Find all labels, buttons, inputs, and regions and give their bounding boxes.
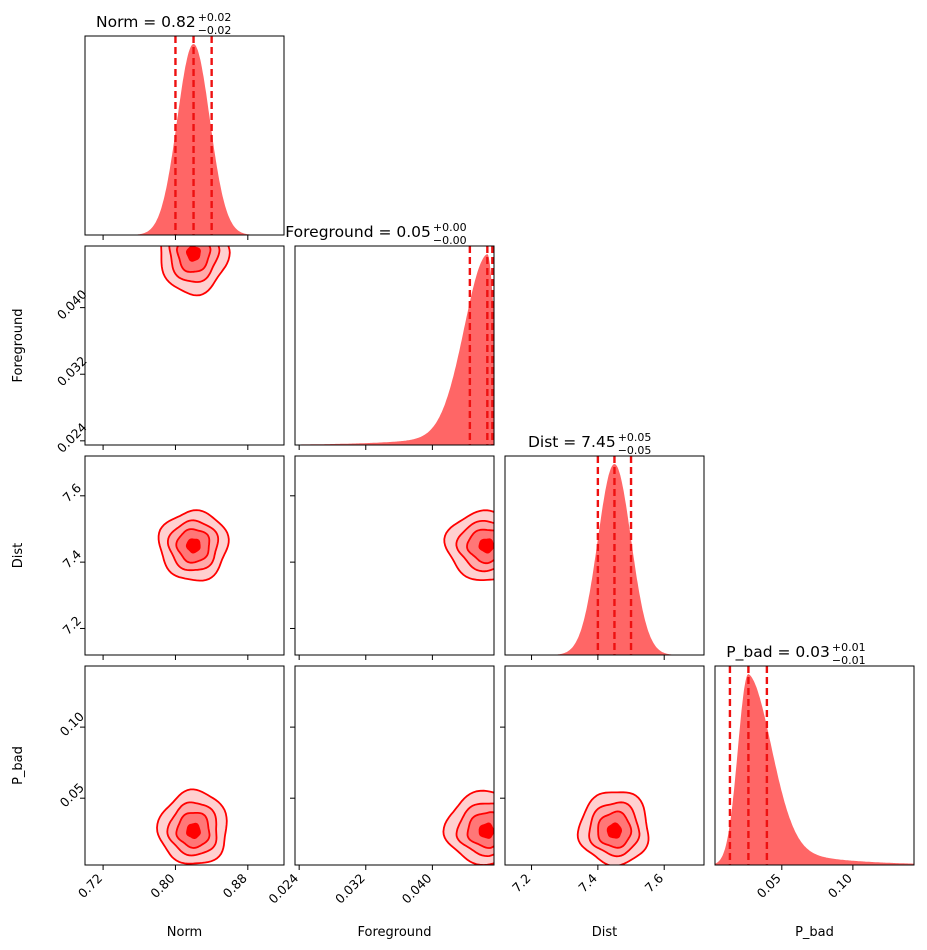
histogram-fill	[85, 44, 284, 235]
contour-panel-foreground-dist	[290, 455, 495, 660]
x-tick-label: 7.6	[642, 870, 667, 895]
panel-content	[295, 246, 494, 445]
panel-frame	[84, 665, 285, 866]
title-sub: −0.05	[618, 444, 652, 457]
contour-panel-dist-p_bad: 7.2 7.4 7.6	[500, 665, 705, 896]
panel-frame	[504, 455, 705, 656]
histogram-panel-p_bad: P_bad = 0.03 +0.01−0.01 0.05 0.10	[714, 641, 915, 901]
x-tick-label: 0.80	[147, 870, 177, 900]
y-axis-label: Dist	[11, 543, 26, 569]
panel-title: P_bad = 0.03 +0.01−0.01	[726, 641, 865, 667]
panel-frame	[84, 245, 285, 446]
panel-frame	[294, 455, 495, 656]
title-main: Foreground = 0.05	[285, 223, 431, 241]
title-main: Norm = 0.82	[96, 13, 196, 31]
x-tick-label: 7.2	[509, 871, 534, 896]
panel-content	[715, 666, 914, 865]
title-sup: +0.05	[618, 431, 652, 444]
contour-panel-norm-p_bad: 0.72 0.80 0.88 0.05 0.10	[57, 665, 285, 901]
contour-level-core	[606, 822, 622, 839]
contour-level-core	[186, 246, 201, 262]
panel-content	[160, 246, 231, 297]
x-tick-label: 0.05	[754, 871, 784, 901]
histogram-panel-norm: Norm = 0.82 +0.02−0.02	[84, 11, 285, 240]
histogram-panel-foreground: Foreground = 0.05 +0.00−0.00	[285, 221, 495, 450]
y-tick-label: 7.6	[59, 480, 84, 505]
x-tick-label: 0.10	[825, 870, 855, 900]
histogram-fill	[295, 254, 494, 445]
histogram-panel-dist: Dist = 7.45 +0.05−0.05	[504, 431, 705, 660]
title-main: Dist = 7.45	[528, 433, 616, 451]
panel-content	[442, 789, 494, 865]
title-sub: −0.01	[832, 654, 866, 667]
title-sup: +0.01	[832, 641, 866, 654]
panel-content	[505, 456, 704, 655]
contour-level-core	[478, 538, 494, 554]
y-axis-label: P_bad	[11, 746, 26, 785]
title-sup: +0.02	[198, 11, 232, 24]
x-axis-label: Norm	[167, 925, 202, 940]
panel-title: Dist = 7.45 +0.05−0.05	[528, 431, 651, 457]
panel-content	[443, 509, 494, 581]
histogram-fill	[715, 674, 914, 865]
x-tick-label: 0.024	[265, 870, 301, 906]
panel-content	[156, 788, 228, 865]
panel-title: Foreground = 0.05 +0.00−0.00	[285, 221, 466, 247]
panel-frame	[84, 35, 285, 236]
y-tick-label: 0.040	[54, 286, 90, 322]
x-tick-label: 0.88	[220, 870, 250, 900]
x-tick-label: 0.032	[332, 871, 368, 907]
histogram-fill	[505, 464, 704, 655]
title-sub: −0.02	[198, 24, 232, 37]
contour-level-core	[186, 822, 201, 839]
panel-frame	[714, 665, 915, 866]
contour-panel-norm-foreground: 0.024 0.032 0.040	[54, 245, 285, 456]
panel-content	[85, 36, 284, 235]
x-axis-label: Foreground	[357, 925, 431, 940]
panel-frame	[294, 245, 495, 446]
panel-frame	[504, 665, 705, 866]
y-tick-label: 0.032	[54, 353, 90, 389]
title-main: P_bad = 0.03	[726, 643, 830, 662]
panel-frame	[294, 665, 495, 866]
panel-content	[157, 509, 230, 582]
y-tick-label: 0.10	[57, 709, 87, 739]
y-tick-label: 7.2	[59, 613, 84, 638]
title-sub: −0.00	[433, 234, 467, 247]
panel-content	[576, 791, 650, 865]
contour-level-core	[185, 538, 201, 554]
contour-level-core	[478, 822, 494, 839]
y-tick-label: 0.024	[54, 420, 90, 456]
contour-panel-norm-dist: 7.2 7.4 7.6	[59, 455, 285, 660]
panel-frame	[84, 455, 285, 656]
y-tick-label: 0.05	[57, 780, 87, 810]
y-tick-label: 7.4	[59, 547, 84, 572]
panel-title: Norm = 0.82 +0.02−0.02	[96, 11, 231, 37]
contour-panel-foreground-p_bad: 0.024 0.032 0.040	[265, 665, 495, 907]
x-axis-label: P_bad	[795, 925, 834, 940]
x-tick-label: 0.72	[75, 871, 105, 901]
x-axis-label: Dist	[592, 925, 618, 940]
title-sup: +0.00	[433, 221, 467, 234]
x-tick-label: 0.040	[399, 870, 435, 906]
y-axis-label: Foreground	[11, 308, 26, 382]
x-tick-label: 7.4	[575, 870, 600, 895]
